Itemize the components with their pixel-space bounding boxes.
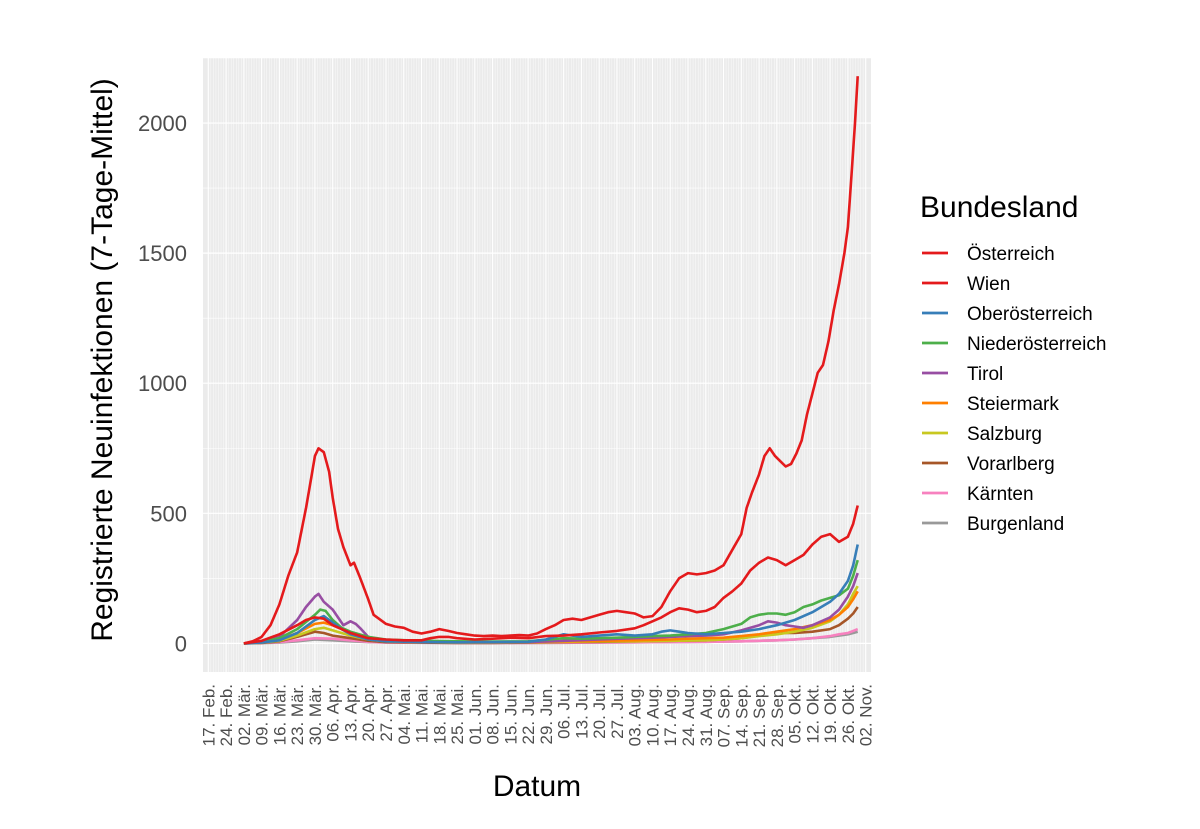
series-line-österreich: [243, 76, 859, 645]
x-tick-label: 06. Apr.: [324, 684, 343, 742]
x-tick-label: 09. Mär.: [253, 684, 272, 745]
series-line-tirol: [243, 572, 859, 645]
x-tick-label: 07. Sep.: [715, 684, 734, 747]
legend-label: Vorarlberg: [967, 454, 1055, 475]
legend-label: Niederösterreich: [967, 334, 1106, 355]
legend-label: Österreich: [967, 244, 1055, 265]
x-tick-label: 15. Jun.: [501, 684, 520, 745]
x-tick-label: 05. Okt.: [786, 684, 805, 744]
legend-title: Bundesland: [920, 191, 1078, 224]
y-tick-label: 1000: [138, 371, 187, 396]
y-tick-label: 500: [150, 501, 187, 526]
y-tick-label: 0: [175, 631, 187, 656]
legend-label: Oberösterreich: [967, 304, 1093, 325]
x-tick-label: 27. Jul.: [608, 684, 627, 739]
x-tick-label: 08. Jun.: [484, 684, 503, 745]
x-tick-label: 22. Jun.: [519, 684, 538, 745]
series-line-wien: [243, 505, 859, 645]
x-tick-label: 30. Mär.: [306, 684, 325, 745]
y-axis-label: Registrierte Neuinfektionen (7-Tage-Mitt…: [86, 78, 119, 642]
legend-label: Steiermark: [967, 394, 1059, 415]
x-tick-label: 20. Apr.: [359, 684, 378, 742]
x-tick-label: 04. Mai.: [395, 684, 414, 744]
x-tick-label: 31. Aug.: [697, 684, 716, 746]
x-tick-label: 02. Mär.: [235, 684, 254, 745]
x-tick-label: 12. Okt.: [803, 684, 822, 744]
x-tick-label: 19. Okt.: [821, 684, 840, 744]
series-lines: [243, 76, 859, 645]
x-tick-label: 16. Mär.: [270, 684, 289, 745]
series-line-niederösterreich: [243, 559, 859, 645]
y-axis-ticks: 0 500 1000 1500 2000: [138, 111, 187, 656]
x-tick-label: 24. Feb.: [217, 684, 236, 746]
grid-lines: [203, 57, 871, 672]
plot-background: [203, 58, 871, 672]
x-tick-label: 23. Mär.: [288, 684, 307, 745]
x-tick-label: 24. Aug.: [679, 684, 698, 746]
x-tick-label: 17. Aug.: [661, 684, 680, 746]
x-tick-label: 14. Sep.: [732, 684, 751, 747]
x-tick-label: 06. Jul.: [555, 684, 574, 739]
plot-panel: [203, 58, 871, 672]
x-tick-label: 21. Sep.: [750, 684, 769, 747]
legend-label: Tirol: [967, 364, 1003, 385]
x-tick-label: 25. Mai.: [448, 684, 467, 744]
series-line-oberösterreich: [243, 544, 859, 645]
x-tick-label: 03. Aug.: [626, 684, 645, 746]
legend-items: Österreich Wien Oberösterreich Niederösterr…: [922, 244, 1106, 535]
x-tick-label: 27. Apr.: [377, 684, 396, 742]
x-tick-label: 01. Jun.: [466, 684, 485, 745]
x-tick-label: 10. Aug.: [643, 684, 662, 746]
x-tick-label: 02. Nov.: [857, 684, 876, 746]
legend-label: Salzburg: [967, 424, 1042, 445]
x-tick-label: 28. Sep.: [768, 684, 787, 747]
x-axis-label: Datum: [493, 770, 581, 803]
x-tick-label: 11. Mai.: [413, 684, 432, 743]
y-tick-label: 1500: [138, 241, 187, 266]
x-tick-label: 26. Okt.: [839, 684, 858, 744]
legend-label: Kärnten: [967, 484, 1034, 505]
x-axis-ticks: 17. Feb.24. Feb.02. Mär.09. Mär.16. Mär.…: [199, 684, 875, 747]
x-tick-label: 20. Jul.: [590, 684, 609, 739]
legend: Bundesland Österreich Wien Oberösterreich N…: [920, 191, 1106, 535]
legend-label: Wien: [967, 274, 1010, 295]
x-tick-label: 17. Feb.: [199, 684, 218, 746]
x-tick-label: 13. Jul.: [572, 684, 591, 739]
x-tick-label: 13. Apr.: [341, 684, 360, 742]
y-tick-label: 2000: [138, 111, 187, 136]
x-tick-label: 18. Mai.: [430, 684, 449, 744]
legend-label: Burgenland: [967, 514, 1064, 535]
x-tick-label: 29. Jun.: [537, 684, 556, 745]
